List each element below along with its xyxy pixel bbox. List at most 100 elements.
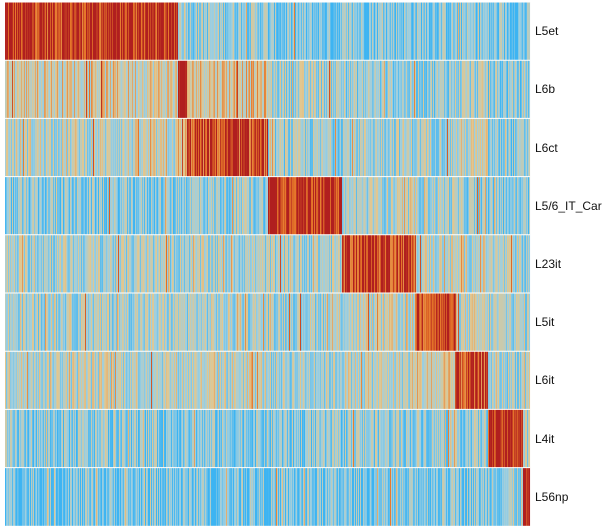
heatmap-cell bbox=[164, 176, 166, 235]
heatmap-cell bbox=[23, 234, 25, 293]
heatmap-cell bbox=[26, 409, 28, 468]
heatmap-cell bbox=[306, 118, 308, 177]
heatmap-cell bbox=[162, 2, 164, 61]
heatmap-cell bbox=[355, 118, 357, 177]
heatmap-cell bbox=[523, 293, 525, 352]
heatmap-cell bbox=[172, 351, 174, 410]
heatmap-cell bbox=[490, 60, 492, 119]
heatmap-cell bbox=[116, 293, 118, 352]
heatmap-row-4 bbox=[5, 234, 531, 293]
heatmap-cell bbox=[213, 467, 215, 526]
heatmap-cell bbox=[501, 293, 503, 352]
heatmap-cell bbox=[71, 467, 73, 526]
heatmap-cell bbox=[471, 118, 473, 177]
heatmap-cell bbox=[122, 118, 124, 177]
heatmap-cell bbox=[94, 2, 96, 61]
heatmap-cell bbox=[426, 2, 428, 61]
heatmap-cell bbox=[320, 2, 322, 61]
heatmap-cell bbox=[330, 60, 332, 119]
heatmap-cell bbox=[344, 234, 346, 293]
heatmap-cell bbox=[16, 118, 18, 177]
heatmap-cell bbox=[291, 118, 293, 177]
heatmap-cell bbox=[83, 234, 85, 293]
heatmap-cell bbox=[61, 467, 63, 526]
heatmap-cell bbox=[126, 409, 128, 468]
heatmap-cell bbox=[206, 293, 208, 352]
heatmap-cell bbox=[467, 467, 469, 526]
heatmap-cell bbox=[454, 293, 456, 352]
heatmap-cell bbox=[237, 467, 239, 526]
heatmap-cell bbox=[399, 176, 401, 235]
heatmap-cell bbox=[155, 234, 157, 293]
heatmap-cell bbox=[278, 234, 280, 293]
heatmap-cell bbox=[396, 293, 398, 352]
heatmap-cell bbox=[402, 467, 404, 526]
heatmap-cell bbox=[527, 2, 529, 61]
heatmap-cell bbox=[333, 176, 335, 235]
heatmap-cell bbox=[239, 118, 241, 177]
heatmap-cell bbox=[458, 234, 460, 293]
heatmap-cell bbox=[129, 234, 131, 293]
heatmap-cell bbox=[391, 234, 393, 293]
heatmap-cell bbox=[351, 60, 353, 119]
heatmap-cell bbox=[193, 293, 195, 352]
heatmap-cell bbox=[126, 293, 128, 352]
heatmap-cell bbox=[286, 60, 288, 119]
heatmap-cell bbox=[326, 409, 328, 468]
heatmap-cell bbox=[82, 293, 84, 352]
heatmap-cell bbox=[113, 60, 115, 119]
heatmap-cell bbox=[17, 409, 19, 468]
heatmap-cell bbox=[389, 293, 391, 352]
heatmap-cell bbox=[166, 2, 168, 61]
heatmap-cell bbox=[323, 118, 325, 177]
heatmap-cell bbox=[80, 118, 82, 177]
heatmap-cell bbox=[214, 176, 216, 235]
heatmap-cell bbox=[271, 234, 273, 293]
heatmap-cell bbox=[237, 409, 239, 468]
heatmap-cell bbox=[465, 409, 467, 468]
heatmap-cell bbox=[261, 118, 263, 177]
heatmap-cell bbox=[453, 60, 455, 119]
heatmap-cell bbox=[398, 118, 400, 177]
heatmap-cell bbox=[416, 2, 418, 61]
heatmap-cell bbox=[439, 60, 441, 119]
heatmap-cell bbox=[196, 60, 198, 119]
heatmap-cell bbox=[338, 467, 340, 526]
heatmap-cell bbox=[63, 176, 65, 235]
heatmap-cell bbox=[210, 409, 212, 468]
heatmap-cell bbox=[49, 467, 51, 526]
heatmap-cell bbox=[305, 2, 307, 61]
heatmap-cell bbox=[326, 351, 328, 410]
heatmap-cell bbox=[411, 60, 413, 119]
heatmap-cell bbox=[292, 409, 294, 468]
heatmap-cell bbox=[509, 176, 511, 235]
heatmap-cell bbox=[102, 409, 104, 468]
heatmap-cell bbox=[221, 351, 223, 410]
heatmap-cell bbox=[232, 293, 234, 352]
heatmap-cell bbox=[158, 60, 160, 119]
heatmap-cell bbox=[499, 467, 501, 526]
heatmap-cell bbox=[516, 60, 518, 119]
heatmap-cell bbox=[307, 293, 309, 352]
heatmap-cell bbox=[397, 2, 399, 61]
heatmap-cell bbox=[210, 60, 212, 119]
heatmap-cell bbox=[281, 60, 283, 119]
heatmap-cell bbox=[274, 234, 276, 293]
heatmap-cell bbox=[11, 2, 13, 61]
heatmap-cell bbox=[55, 176, 57, 235]
heatmap-cell bbox=[161, 467, 163, 526]
heatmap-cell bbox=[522, 118, 524, 177]
heatmap-cell bbox=[29, 409, 31, 468]
heatmap-cell bbox=[30, 467, 32, 526]
heatmap-cell bbox=[237, 60, 239, 119]
heatmap-cell bbox=[525, 60, 527, 119]
heatmap-cell bbox=[507, 351, 509, 410]
heatmap-cell bbox=[397, 293, 399, 352]
heatmap-cell bbox=[95, 409, 97, 468]
heatmap-cell bbox=[306, 176, 308, 235]
heatmap-cell bbox=[383, 234, 385, 293]
heatmap-cell bbox=[496, 234, 498, 293]
heatmap-cell bbox=[141, 118, 143, 177]
heatmap-cell bbox=[105, 118, 107, 177]
heatmap-cell bbox=[115, 409, 117, 468]
